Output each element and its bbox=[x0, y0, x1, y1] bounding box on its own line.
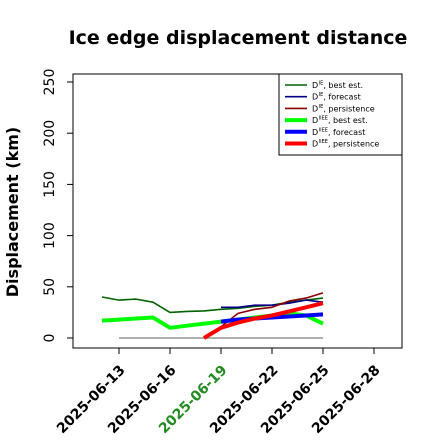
legend-label-sup: IE bbox=[319, 104, 324, 110]
legend-label-name: D bbox=[312, 116, 318, 125]
legend-label-sup: IE bbox=[319, 81, 324, 87]
legend-label-name: D bbox=[312, 104, 318, 113]
legend-label-name: D bbox=[312, 81, 318, 90]
legend-label-name: D bbox=[312, 128, 318, 137]
legend-label-suffix: , best est. bbox=[328, 116, 368, 125]
chart-title: Ice edge displacement distance bbox=[69, 27, 408, 49]
legend-label-suffix: , persistence bbox=[323, 104, 374, 113]
legend-label-sup: IIEE bbox=[319, 139, 328, 145]
legend-label-sup: IIEE bbox=[319, 116, 328, 122]
legend-label-sup: IIEE bbox=[319, 127, 328, 133]
legend-label-name: D bbox=[312, 140, 318, 149]
y-axis: 0 50 100 150 200 250 bbox=[42, 69, 74, 343]
y-axis-label: Displacement (km) bbox=[3, 127, 22, 297]
series-line-5 bbox=[202, 301, 324, 340]
y-tick-label: 100 bbox=[42, 222, 58, 249]
legend-label-suffix: , forecast bbox=[328, 128, 365, 137]
legend-label-name: D bbox=[312, 93, 318, 102]
legend-label-sup: IE bbox=[319, 92, 324, 98]
legend-label-suffix: , best est. bbox=[323, 81, 363, 90]
plot-lines bbox=[101, 292, 324, 340]
series-line-2 bbox=[203, 292, 324, 339]
x-axis: 2025-06-132025-06-162025-06-192025-06-22… bbox=[54, 347, 384, 437]
legend-label-suffix: , persistence bbox=[328, 140, 379, 149]
series-line-1 bbox=[221, 299, 324, 309]
legend-label-suffix: , forecast bbox=[323, 93, 360, 102]
y-tick-label: 250 bbox=[42, 69, 58, 96]
y-tick-label: 50 bbox=[42, 278, 58, 296]
y-tick-label: 0 bbox=[42, 334, 58, 343]
y-tick-label: 200 bbox=[42, 120, 58, 147]
y-tick-label: 150 bbox=[42, 171, 58, 198]
